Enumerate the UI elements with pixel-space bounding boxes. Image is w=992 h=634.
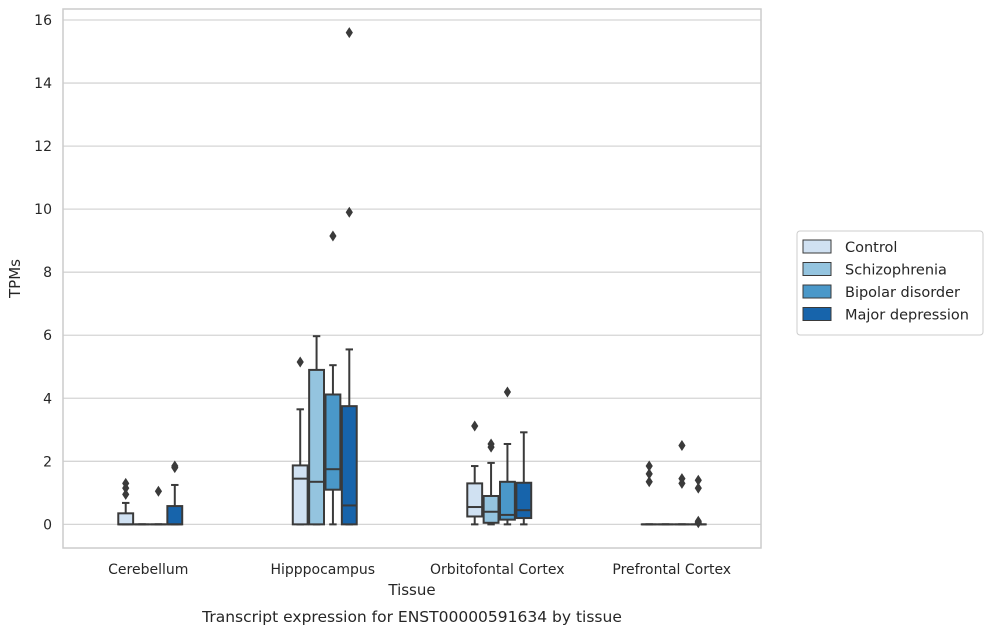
outlier-point: [678, 473, 686, 485]
x-tick-label: Cerebellum: [108, 562, 188, 578]
outlier-point: [645, 460, 653, 472]
outlier-point: [694, 515, 702, 527]
box-group: [482, 438, 500, 526]
box-group: [673, 440, 691, 526]
y-tick-labels: 0 2 4 6 8 10 12 14 16: [34, 13, 52, 533]
box-group: [515, 431, 533, 526]
box: [515, 481, 533, 520]
legend: Control Schizophrenia Bipolar disorder Majo…: [796, 230, 984, 336]
outlier-point: [678, 440, 686, 452]
y-tick-label: 2: [43, 454, 52, 470]
box-group: [291, 356, 309, 526]
y-tick-label: 0: [43, 517, 52, 533]
box: [466, 482, 484, 518]
legend-label: Major depression: [845, 308, 969, 324]
x-axis-title: Tissue: [387, 581, 435, 599]
x-tick-label: Prefrontal Cortex: [612, 562, 731, 578]
outlier-point: [345, 27, 353, 39]
box-group: [308, 335, 325, 526]
box: [308, 368, 325, 526]
box: [324, 393, 342, 491]
legend-swatch: [802, 262, 832, 276]
outlier-point: [471, 420, 479, 432]
y-tick-label: 10: [34, 202, 52, 218]
box-group: [466, 420, 484, 526]
outlier-point: [645, 468, 653, 480]
grid: [63, 19, 761, 526]
box: [340, 405, 358, 526]
outlier-point: [122, 477, 130, 489]
legend-swatch: [802, 284, 832, 299]
y-tick-label: 14: [34, 76, 52, 92]
outlier-point: [345, 206, 353, 218]
x-tick-labels: Cerebellum Hipppocampus Orbitofontal Corte…: [108, 562, 731, 578]
outlier-point: [694, 474, 702, 486]
outlier-point: [296, 356, 304, 368]
legend-swatch: [802, 239, 832, 254]
plot-frame: [62, 8, 762, 549]
y-tick-label: 12: [34, 139, 52, 155]
legend-label: Schizophrenia: [845, 263, 947, 279]
y-tick-label: 8: [43, 265, 52, 281]
y-axis-title: TPMs: [6, 259, 24, 299]
y-tick-label: 16: [34, 13, 52, 29]
boxplot-marks: [117, 27, 707, 529]
y-tick-label: 4: [43, 391, 52, 407]
legend-box: [796, 230, 984, 336]
box: [499, 480, 516, 521]
outlier-point: [122, 488, 130, 500]
box-group: [499, 386, 516, 526]
outlier-point: [503, 386, 512, 398]
box-group: [324, 230, 342, 526]
legend-label: Control: [845, 240, 897, 256]
box: [117, 512, 135, 526]
box: [166, 505, 184, 526]
y-tick-label: 6: [43, 328, 52, 344]
outlier-point: [487, 438, 495, 450]
box-group: [640, 460, 658, 526]
box: [291, 464, 309, 526]
outlier-point: [694, 482, 702, 494]
outlier-point: [171, 460, 179, 472]
box: [482, 494, 500, 524]
outlier-point: [329, 230, 337, 242]
legend-label: Bipolar disorder: [845, 285, 960, 301]
x-tick-label: Orbitofontal Cortex: [430, 562, 565, 578]
box-group: [689, 474, 707, 529]
outlier-point: [154, 485, 163, 497]
box-group: [117, 477, 135, 526]
legend-swatch: [802, 307, 832, 321]
box-group: [150, 485, 167, 526]
outlier-point: [645, 476, 653, 488]
x-tick-label: Hipppocampus: [270, 562, 375, 578]
box-group: [166, 460, 184, 526]
box-group: [340, 27, 358, 526]
chart-caption: Transcript expression for ENST0000059163…: [201, 608, 622, 626]
